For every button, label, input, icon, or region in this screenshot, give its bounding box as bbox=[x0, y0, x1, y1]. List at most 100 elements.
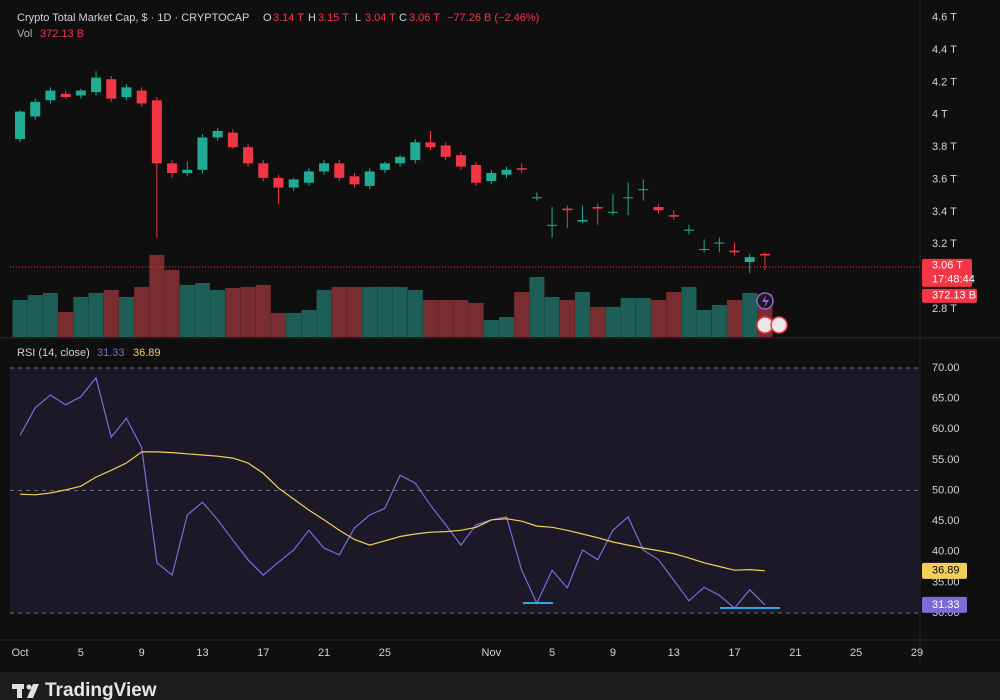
x-tick-label: 17 bbox=[728, 647, 740, 659]
countdown: 17:48:44 bbox=[932, 274, 975, 286]
volume-bar bbox=[590, 306, 606, 337]
candle-body bbox=[729, 250, 740, 253]
y-tick-label: 65.00 bbox=[932, 393, 960, 405]
volume-bar bbox=[164, 269, 180, 337]
x-tick-label: 5 bbox=[78, 647, 84, 659]
volume-bar bbox=[179, 284, 195, 337]
candle-body bbox=[425, 142, 436, 148]
volume-bar bbox=[134, 286, 150, 337]
x-tick-label: 21 bbox=[789, 647, 801, 659]
ohlc-label: H bbox=[308, 12, 316, 24]
ohlc-label: O bbox=[263, 12, 272, 24]
legend-value: 31.33 bbox=[97, 347, 125, 359]
candle-body bbox=[607, 211, 618, 213]
candle-body bbox=[410, 142, 421, 161]
value-tag bbox=[922, 596, 967, 613]
candle-body bbox=[15, 111, 26, 140]
candle-body bbox=[197, 137, 208, 170]
volume-bar bbox=[210, 289, 226, 337]
volume-bar bbox=[377, 286, 393, 337]
volume-bar bbox=[575, 292, 591, 337]
value-tag bbox=[922, 562, 967, 579]
volume-bar bbox=[27, 295, 43, 337]
candle-body bbox=[744, 257, 755, 262]
candle-body bbox=[121, 87, 132, 98]
candle-body bbox=[501, 169, 512, 175]
volume-bar bbox=[331, 286, 347, 337]
rsi-line bbox=[19, 376, 766, 609]
change: −77.26 B (−2.46%) bbox=[447, 12, 539, 24]
candle-body bbox=[577, 219, 588, 222]
ohlc-value: 3.14 T bbox=[273, 12, 304, 24]
event-icon[interactable] bbox=[770, 316, 788, 334]
x-tick-label: 9 bbox=[139, 647, 145, 659]
candle-body bbox=[638, 189, 649, 191]
volume-bar bbox=[559, 299, 575, 337]
volume-bar bbox=[42, 292, 58, 337]
volume-bar bbox=[240, 286, 256, 337]
volume-bar bbox=[620, 298, 636, 337]
candle-body bbox=[258, 163, 269, 178]
candle-body bbox=[182, 169, 193, 174]
candle-body bbox=[547, 224, 558, 226]
rsi-line bbox=[19, 451, 765, 572]
candle-body bbox=[592, 207, 603, 209]
volume-bar bbox=[529, 276, 545, 337]
candle-body bbox=[653, 207, 664, 211]
candle-body bbox=[668, 215, 679, 217]
candle-body bbox=[562, 208, 573, 211]
volume-bar bbox=[286, 312, 302, 337]
x-tick-label: 25 bbox=[379, 647, 391, 659]
symbol-title: Crypto Total Market Cap, $ · 1D · CRYPTO… bbox=[17, 12, 249, 24]
volume-bar bbox=[255, 284, 271, 337]
y-tick-label: 40.00 bbox=[932, 546, 960, 558]
ohlc-label: C bbox=[399, 12, 407, 24]
x-tick-label: Nov bbox=[482, 647, 502, 659]
y-tick-label: 45.00 bbox=[932, 515, 960, 527]
volume-bar bbox=[270, 312, 286, 337]
candle-body bbox=[440, 145, 451, 157]
candle-body bbox=[45, 90, 56, 101]
y-tick-label: 4.2 T bbox=[932, 76, 957, 88]
y-tick-label: 3.2 T bbox=[932, 238, 957, 250]
volume-bar bbox=[696, 309, 712, 337]
y-tick-label: 4.6 T bbox=[932, 12, 957, 24]
price-tag bbox=[922, 258, 972, 287]
ohlc-value: 3.15 T bbox=[318, 12, 349, 24]
volume-bar bbox=[605, 306, 621, 337]
candle-body bbox=[151, 100, 162, 164]
candle-body bbox=[334, 163, 345, 178]
y-tick-label: 50.00 bbox=[932, 484, 960, 496]
volume-bar bbox=[301, 309, 317, 337]
candle-body bbox=[699, 249, 710, 251]
value-tag-label: 31.33 bbox=[932, 599, 960, 611]
volume-bar bbox=[544, 296, 560, 337]
volume-bar bbox=[73, 296, 89, 337]
candle-body bbox=[227, 132, 238, 148]
logo-part bbox=[17, 684, 22, 698]
volume-bar bbox=[194, 282, 210, 337]
ohlc-value: 3.06 T bbox=[409, 12, 440, 24]
volume-tag bbox=[922, 288, 977, 303]
y-tick-label: 3.4 T bbox=[932, 206, 957, 218]
candle-body bbox=[364, 171, 375, 186]
volume-bar bbox=[666, 292, 682, 337]
volume-bar bbox=[12, 299, 28, 337]
volume-bar bbox=[346, 286, 362, 337]
volume-tag-value: 372.13 B bbox=[932, 290, 976, 302]
volume-bar bbox=[225, 287, 241, 337]
candle-body bbox=[486, 173, 497, 182]
volume-bar bbox=[514, 292, 530, 337]
volume-bar bbox=[58, 312, 74, 337]
x-tick-label: 21 bbox=[318, 647, 330, 659]
candle-body bbox=[455, 155, 466, 167]
price-tag-value: 3.06 T bbox=[932, 260, 963, 272]
logo bbox=[12, 684, 39, 698]
volume-bar bbox=[438, 299, 454, 337]
brand: TradingView bbox=[45, 680, 157, 700]
candle-body bbox=[288, 179, 299, 188]
y-tick-label: 2.8 T bbox=[932, 303, 957, 315]
legend-value: 36.89 bbox=[133, 347, 161, 359]
volume-bar bbox=[742, 292, 758, 337]
x-tick-label: 9 bbox=[610, 647, 616, 659]
